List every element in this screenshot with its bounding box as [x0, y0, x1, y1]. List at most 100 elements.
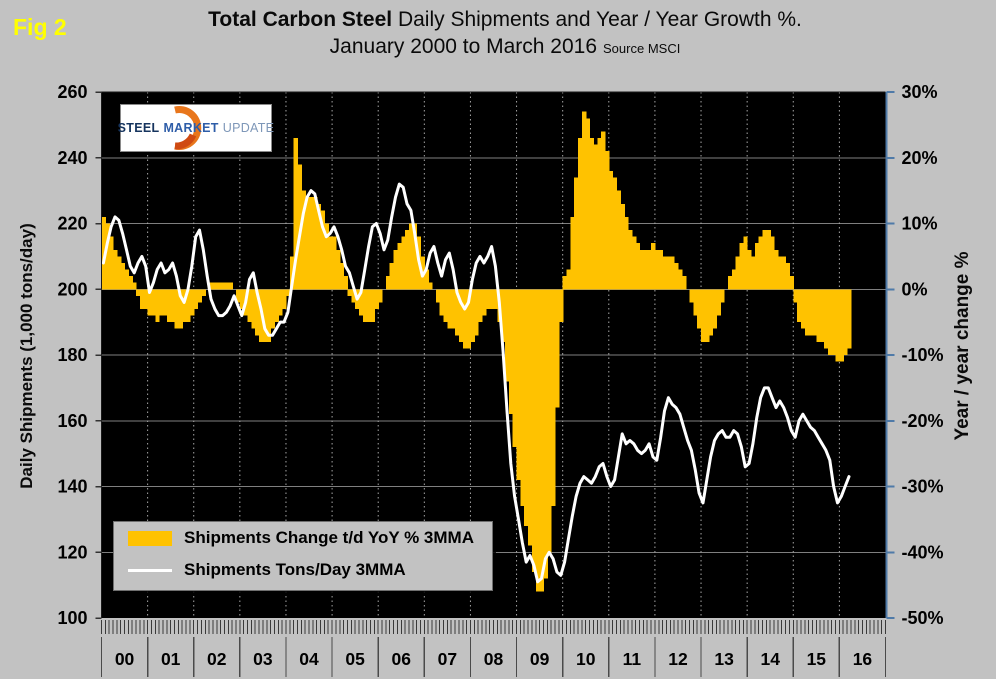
- year-label: 05: [345, 649, 365, 669]
- yoy-bar: [339, 262, 345, 290]
- yoy-bar: [236, 289, 241, 303]
- yoy-bar: [116, 256, 122, 290]
- yoy-bar: [347, 289, 352, 296]
- yoy-bar: [424, 269, 429, 290]
- legend-item-bars: Shipments Change t/d YoY % 3MMA: [114, 522, 492, 554]
- yoy-bar: [535, 289, 541, 592]
- yoy-bar: [312, 197, 318, 290]
- yoy-bar: [558, 289, 564, 323]
- yoy-bar: [635, 243, 641, 290]
- yoy-bar: [647, 249, 652, 290]
- yoy-bar: [547, 289, 552, 553]
- chart-title-line2: January 2000 to March 2016 Source MSCI: [90, 35, 920, 59]
- chart-title: Total Carbon Steel Daily Shipments and Y…: [90, 8, 920, 59]
- yoy-bar: [274, 289, 279, 323]
- left-axis-tick-label: 120: [57, 542, 87, 562]
- yoy-bar: [539, 289, 545, 592]
- right-axis-tick-label: -40%: [902, 542, 944, 562]
- yoy-bar: [305, 197, 310, 290]
- yoy-bar: [797, 289, 802, 323]
- yoy-bar: [113, 249, 118, 290]
- yoy-bar: [474, 289, 479, 336]
- yoy-bar: [589, 138, 595, 290]
- yoy-bar: [189, 289, 195, 316]
- yoy-bar: [831, 289, 837, 355]
- yoy-bar: [704, 289, 710, 342]
- yoy-bar: [401, 236, 406, 290]
- yoy-bar: [512, 289, 518, 448]
- yoy-bar: [470, 289, 475, 342]
- yoy-bar: [316, 203, 322, 290]
- yoy-bar: [835, 289, 840, 362]
- yoy-bar: [820, 289, 825, 342]
- yoy-bar: [524, 289, 529, 526]
- legend: Shipments Change t/d YoY % 3MMA Shipment…: [113, 521, 493, 591]
- yoy-bar: [739, 243, 744, 290]
- yoy-bar: [528, 289, 533, 546]
- yoy-bar: [170, 289, 176, 323]
- yoy-bar: [143, 289, 149, 309]
- yoy-bar: [428, 282, 433, 290]
- yoy-bar: [328, 236, 333, 290]
- yoy-bar: [631, 236, 637, 290]
- yoy-bar: [750, 256, 756, 290]
- yoy-bar: [666, 256, 671, 290]
- yoy-bar: [105, 223, 110, 290]
- yoy-bar: [147, 289, 153, 316]
- yoy-bar: [824, 289, 829, 349]
- line-series-label: Shipments Tons/Day 3MMA: [184, 560, 406, 579]
- right-axis-tick-label: -30%: [902, 477, 944, 497]
- yoy-bar: [639, 249, 644, 290]
- yoy-bar: [162, 289, 168, 316]
- yoy-bar: [766, 230, 771, 290]
- yoy-bar: [408, 223, 414, 290]
- yoy-bar: [455, 289, 460, 336]
- yoy-bar: [620, 203, 625, 290]
- yoy-bar: [251, 289, 256, 329]
- legend-item-line: Shipments Tons/Day 3MMA: [114, 554, 492, 586]
- yoy-bar: [789, 276, 794, 290]
- yoy-bar: [451, 289, 456, 329]
- yoy-bar: [155, 289, 160, 323]
- yoy-bar: [228, 282, 233, 290]
- yoy-bar: [562, 276, 568, 290]
- yoy-bar: [651, 243, 656, 290]
- yoy-bar: [124, 269, 130, 290]
- logo-crescent-icon: [174, 106, 202, 150]
- yoy-bar: [389, 262, 395, 290]
- left-axis-tick-label: 240: [57, 148, 87, 168]
- yoy-bar: [720, 289, 725, 303]
- yoy-bar: [351, 289, 356, 303]
- yoy-bar: [443, 289, 448, 323]
- yoy-bar: [159, 289, 164, 316]
- yoy-bar: [186, 289, 191, 323]
- year-label: 09: [530, 649, 550, 669]
- yoy-bar: [743, 236, 748, 290]
- yoy-bar: [109, 236, 114, 290]
- logo-text: STEEL MARKET UPDATE: [118, 105, 274, 151]
- left-axis-tick-label: 260: [57, 82, 87, 102]
- year-label: 07: [438, 649, 457, 669]
- yoy-bar: [362, 289, 368, 323]
- yoy-bar: [462, 289, 468, 349]
- yoy-bar: [612, 177, 618, 290]
- year-label: 00: [115, 649, 135, 669]
- yoy-bar: [370, 289, 375, 323]
- yoy-bar: [628, 230, 633, 290]
- figure-number-label: Fig 2: [13, 14, 67, 40]
- yoy-bar: [554, 289, 560, 408]
- yoy-bar: [166, 289, 172, 323]
- yoy-bar: [378, 289, 383, 303]
- yoy-bar: [239, 289, 245, 309]
- yoy-bar: [604, 151, 610, 290]
- yoy-bar: [332, 236, 337, 290]
- left-axis-tick-label: 100: [57, 608, 87, 628]
- year-label: 10: [576, 649, 596, 669]
- yoy-bar: [270, 289, 276, 329]
- yoy-bar: [754, 243, 760, 290]
- logo-word-update: UPDATE: [222, 121, 275, 135]
- chart-subtitle: January 2000 to March 2016: [329, 35, 598, 58]
- yoy-bar: [681, 276, 687, 290]
